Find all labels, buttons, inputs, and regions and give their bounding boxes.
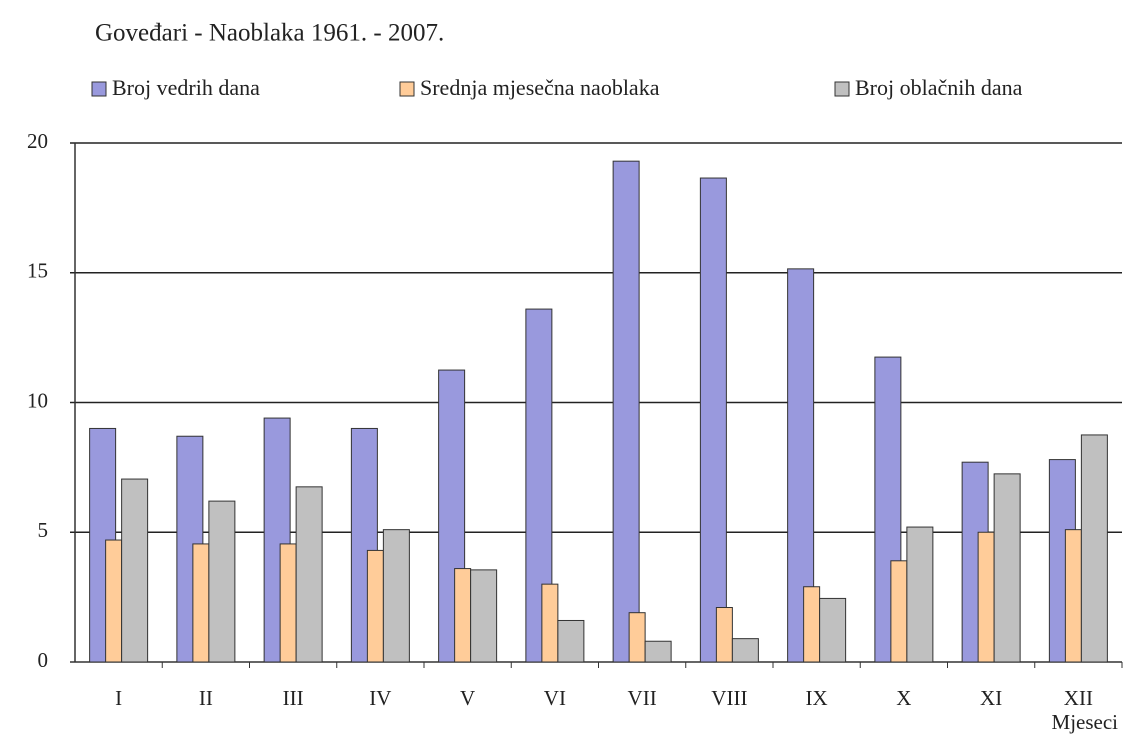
x-tick-label: V [460,686,475,710]
bar [105,539,123,663]
legend-label: Broj oblačnih dana [855,75,1023,100]
x-axis-label: Mjeseci [1052,710,1119,734]
y-tick-label: 0 [38,648,49,672]
bar [208,500,236,663]
bar [557,619,585,663]
legend-label: Srednja mjesečna naoblaka [420,75,660,100]
bar [906,526,934,663]
bar [644,640,672,663]
bar [993,473,1021,663]
x-tick-label: X [896,686,911,710]
legend-marker [399,81,415,97]
x-tick-label: III [283,686,304,710]
bar [470,569,498,663]
bar [279,543,297,663]
x-tick-label: VI [544,686,566,710]
y-tick-label: 10 [27,388,48,412]
bar [890,560,908,663]
x-tick-label: II [199,686,213,710]
bar [977,531,995,663]
bar [715,607,733,663]
bar [350,427,378,663]
bar [454,568,472,663]
x-tick-label: IX [806,686,828,710]
y-tick-label: 15 [27,259,48,283]
bar [121,478,149,663]
bar [1080,434,1108,663]
bar [628,612,646,663]
bar [541,583,559,663]
y-tick-label: 20 [27,129,48,153]
x-tick-label: XII [1064,686,1093,710]
x-tick-label: I [115,686,122,710]
chart-title: Goveđari - Naoblaka 1961. - 2007. [95,20,444,47]
bar [295,486,323,663]
bar [731,638,759,663]
y-tick-label: 5 [38,518,49,542]
x-tick-label: VIII [711,686,747,710]
bar [382,529,410,663]
bar [699,177,727,663]
bar [192,543,210,663]
x-tick-label: IV [369,686,391,710]
bar [612,160,640,663]
legend-label: Broj vedrih dana [112,75,260,100]
legend-marker [91,81,107,97]
legend-marker [834,81,850,97]
bar [1064,529,1082,663]
x-tick-label: XI [980,686,1002,710]
x-tick-label: VII [628,686,657,710]
bar [819,597,847,663]
bar [803,586,821,663]
bar [366,549,384,663]
